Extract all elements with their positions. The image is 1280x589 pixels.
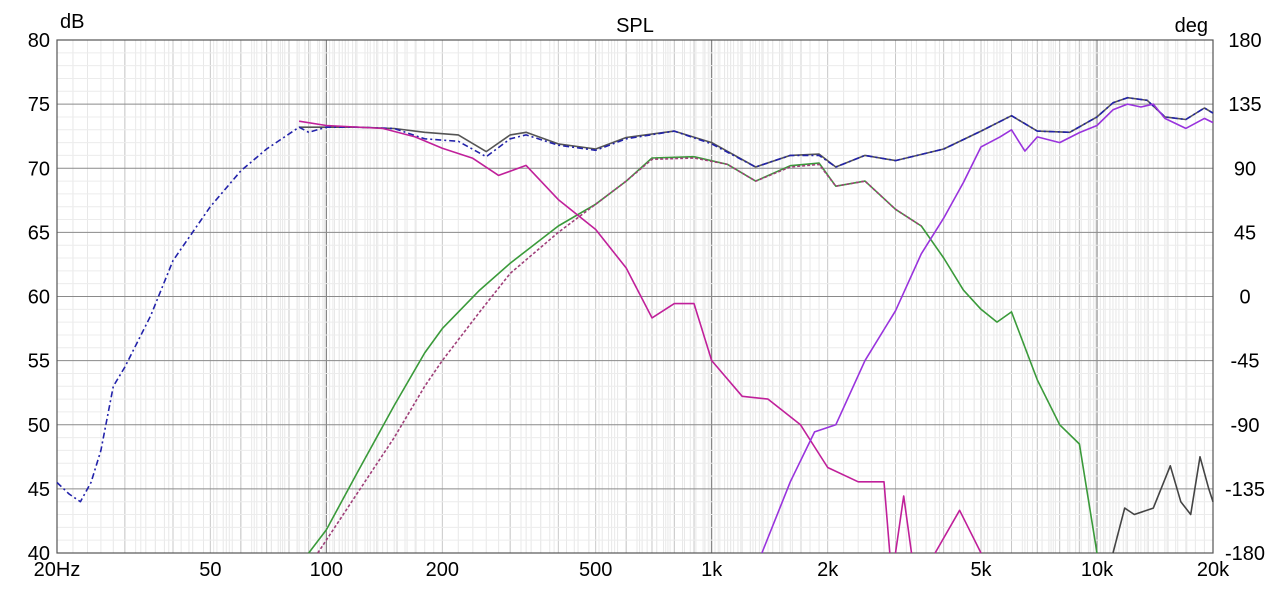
y-tick-label-right: 0 <box>1239 287 1250 309</box>
x-tick-label: 1k <box>701 559 723 581</box>
y-axis-label-left: dB <box>60 11 84 33</box>
series-line-2 <box>308 155 1098 554</box>
y-tick-label-left: 75 <box>28 94 50 116</box>
x-tick-label: 10k <box>1081 559 1114 581</box>
series-line-4 <box>1112 456 1214 554</box>
series-lines <box>56 96 1214 554</box>
y-tick-label-right: -45 <box>1231 351 1260 373</box>
phase-fragment-0 <box>894 495 913 554</box>
x-tick-label: 5k <box>970 559 992 581</box>
series-line-5 <box>298 120 891 554</box>
y-axis-label-right: deg <box>1175 15 1208 37</box>
y-tick-label-left: 60 <box>28 287 50 309</box>
grid <box>56 39 1214 554</box>
y-tick-label-left: 65 <box>28 222 50 244</box>
x-tick-label: 200 <box>426 559 459 581</box>
x-tick-label: 50 <box>199 559 221 581</box>
x-tick-label: 500 <box>579 559 612 581</box>
y-tick-label-left: 80 <box>28 30 50 52</box>
x-tick-label: 20Hz <box>34 559 81 581</box>
x-tick-label: 20k <box>1197 559 1230 581</box>
y-tick-label-right: 180 <box>1228 30 1261 52</box>
y-tick-label-right: -90 <box>1231 415 1260 437</box>
plot-frame <box>56 39 1214 554</box>
y-tick-label-left: 40 <box>28 543 50 565</box>
y-tick-label-left: 55 <box>28 351 50 373</box>
chart-title: SPL <box>616 15 654 37</box>
y-tick-label-right: 135 <box>1228 94 1261 116</box>
y-tick-label-right: 90 <box>1234 158 1256 180</box>
series-line-0 <box>299 96 1214 168</box>
y-tick-label-left: 45 <box>28 479 50 501</box>
y-tick-labels-right: 180 135 90 45 0 -45 -90 -135 -180 <box>1225 30 1265 565</box>
series-line-6 <box>761 103 1214 554</box>
y-tick-label-left: 50 <box>28 415 50 437</box>
phase-fragment-1 <box>934 509 982 554</box>
x-tick-label: 100 <box>310 559 343 581</box>
y-tick-label-left: 70 <box>28 158 50 180</box>
y-tick-label-right: -180 <box>1225 543 1265 565</box>
y-tick-labels-left: 80 75 70 65 60 55 50 45 40 <box>28 30 50 565</box>
y-tick-label-right: 45 <box>1234 222 1256 244</box>
x-tick-label: 2k <box>817 559 839 581</box>
y-tick-label-right: -135 <box>1225 479 1265 501</box>
x-tick-labels: 20Hz 50 100 200 500 1k 2k 5k 10k 20k <box>34 559 1230 581</box>
